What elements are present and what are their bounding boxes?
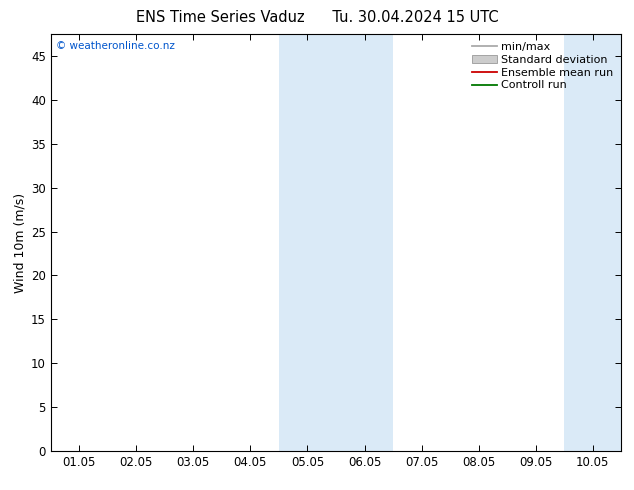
Y-axis label: Wind 10m (m/s): Wind 10m (m/s) xyxy=(14,193,27,293)
Legend: min/max, Standard deviation, Ensemble mean run, Controll run: min/max, Standard deviation, Ensemble me… xyxy=(470,40,616,93)
Bar xyxy=(279,34,393,451)
Text: © weatheronline.co.nz: © weatheronline.co.nz xyxy=(56,41,175,50)
Text: ENS Time Series Vaduz      Tu. 30.04.2024 15 UTC: ENS Time Series Vaduz Tu. 30.04.2024 15 … xyxy=(136,10,498,25)
Bar xyxy=(564,34,621,451)
